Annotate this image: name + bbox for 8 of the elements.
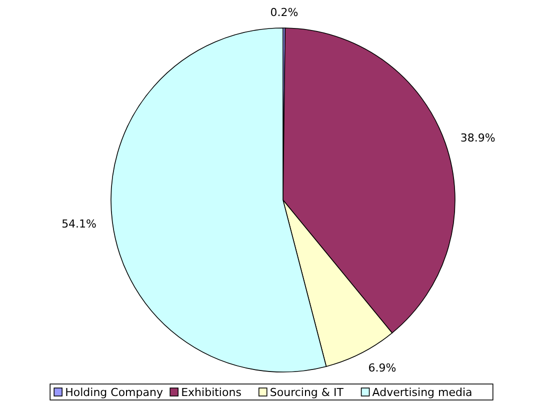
data-label: 6.9% xyxy=(368,361,396,374)
data-label: 54.1% xyxy=(62,218,97,231)
legend-label: Advertising media xyxy=(372,386,472,399)
legend-label: Exhibitions xyxy=(181,386,242,399)
legend-label: Holding Company xyxy=(65,386,164,399)
data-label: 0.2% xyxy=(270,6,298,19)
data-label: 38.9% xyxy=(460,132,496,145)
legend-label: Sourcing & IT xyxy=(270,386,344,399)
